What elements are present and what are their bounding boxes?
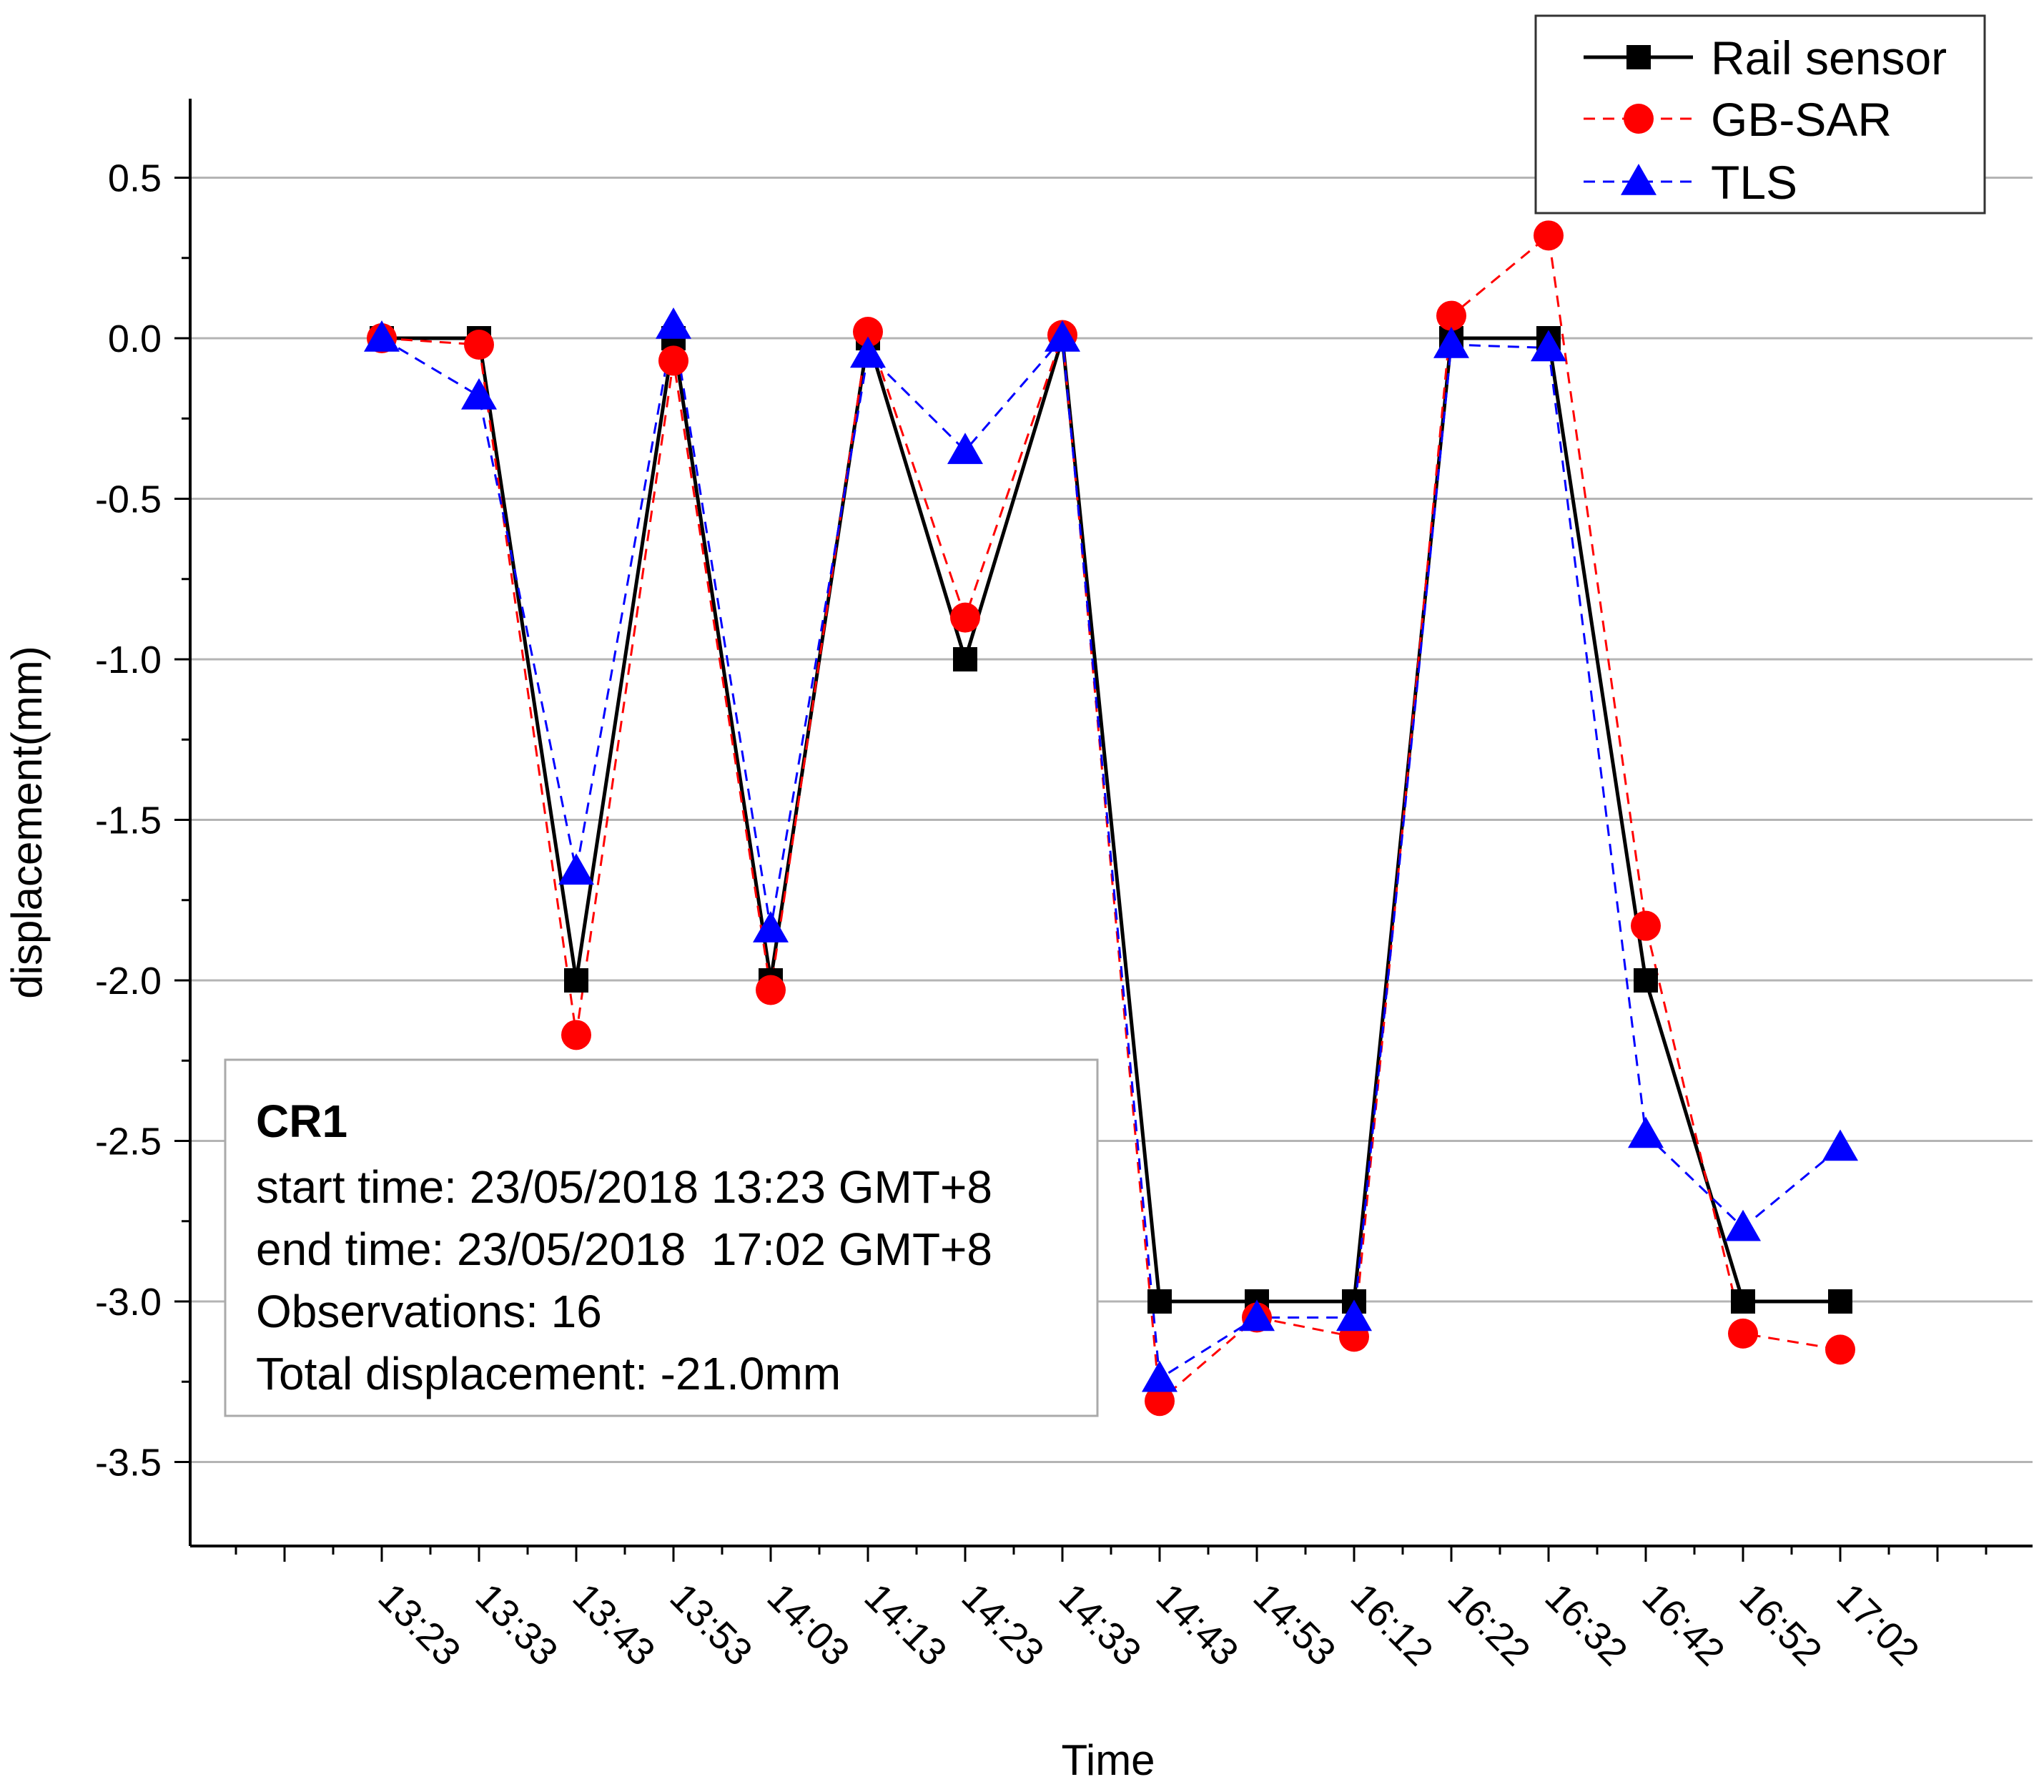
series-line-2 [381,325,1841,1381]
series-0-marker [1828,1289,1852,1314]
series-1-marker [1534,220,1564,251]
series-0-marker [564,968,588,993]
series-2-marker [1725,1209,1761,1241]
series-2-marker [850,336,886,368]
y-tick-label: -1.0 [95,639,162,681]
series-1-marker [853,317,883,348]
y-tick-label: 0.5 [108,157,162,200]
info-box-frame [224,1058,1099,1417]
data-series [364,220,1858,1417]
y-tick-label: 0.0 [108,317,162,360]
series-0-marker [1147,1289,1172,1314]
info-total-displacement: Total displacement: -21.0mm [256,1348,841,1399]
series-2-marker [753,911,789,942]
info-title: CR1 [256,1096,347,1147]
series-2-marker [1142,1360,1177,1392]
series-line-0 [382,336,1840,1304]
legend-marker-2 [1621,164,1657,195]
series-2-marker [364,320,400,352]
info-start-time: start time: 23/05/2018 13:23 GMT+8 [256,1161,992,1213]
y-tick-label: -0.5 [95,478,162,521]
y-axis-title: displacement(mm) [3,646,51,998]
series-1-marker [950,602,980,633]
y-tick-label: -1.5 [95,799,162,842]
series-2-marker [656,307,691,339]
info-end-time: end time: 23/05/2018 17:02 GMT+8 [256,1224,992,1275]
series-2-marker [1628,1116,1664,1148]
legend-label-1: GB-SAR [1711,93,1892,146]
series-1-marker [561,1020,591,1050]
series-2-marker [461,378,497,410]
series-1-marker [464,329,494,360]
series-1-marker [658,345,688,376]
series-2-marker [1336,1299,1372,1331]
series-2-marker [1822,1129,1858,1161]
x-axis-title: Time [1061,1736,1155,1784]
y-tick-label: -2.0 [95,960,162,1003]
series-2-marker [1433,326,1469,358]
legend-marker-0 [1626,45,1651,69]
info-observations: Observations: 16 [256,1286,602,1337]
series-1-marker [756,975,786,1005]
info-annotation-box: CR1 start time: 23/05/2018 13:23 GMT+8 e… [224,1058,1099,1417]
legend-label-2: TLS [1711,156,1797,209]
legend-label-0: Rail sensor [1711,31,1947,84]
series-2-marker [558,853,594,885]
series-1-marker [1145,1386,1175,1417]
y-tick-label: -2.5 [95,1121,162,1163]
series-2-marker [1239,1299,1275,1331]
legend: Rail sensor GB-SAR TLS [1534,14,1986,215]
series-1-marker [1436,300,1466,331]
legend-marker-1 [1624,104,1654,134]
series-1-marker [1631,910,1661,941]
y-tick-label: -3.0 [95,1281,162,1324]
series-2-marker [1531,330,1566,362]
y-tick-label: -3.5 [95,1442,162,1485]
series-1-marker [1728,1318,1758,1349]
series-0-marker [1634,968,1658,993]
series-1-marker [1825,1334,1855,1365]
series-2-marker [1045,320,1080,352]
series-0-marker [1731,1289,1755,1314]
legend-frame [1534,14,1986,215]
series-0-marker [953,647,977,671]
series-2-marker [947,433,983,464]
